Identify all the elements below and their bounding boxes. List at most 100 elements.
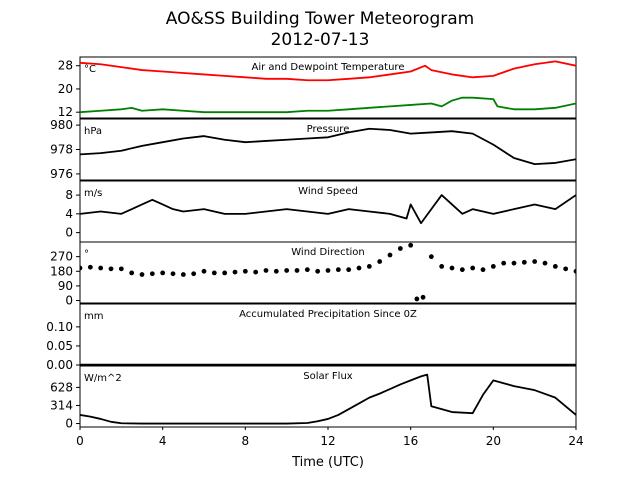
data-point	[118, 266, 124, 272]
data-point	[294, 268, 300, 273]
panel-title: Air and Dewpoint Temperature	[252, 62, 405, 73]
data-point	[532, 259, 538, 264]
y-tick-label: 20	[58, 82, 73, 96]
data-point	[366, 264, 372, 269]
panel-2: 0 4 8 Wind Speed m/s	[65, 180, 577, 245]
data-point	[542, 260, 548, 266]
x-tick-label: 24	[568, 434, 583, 448]
data-point	[191, 271, 197, 277]
y-tick-label: 0.05	[46, 339, 73, 353]
x-tick-label: 20	[486, 434, 501, 448]
data-point	[160, 270, 166, 276]
data-point	[490, 264, 496, 269]
series-line-0	[80, 127, 576, 166]
data-point	[211, 270, 217, 276]
panel-unit: m/s	[84, 188, 102, 199]
data-point	[201, 268, 207, 274]
data-point	[129, 270, 135, 276]
panel-4: 0.00 0.05 0.10 Accumulated Precipitation Si…	[46, 303, 577, 372]
data-point	[480, 267, 486, 273]
data-point	[315, 268, 321, 274]
data-point	[459, 267, 465, 273]
panel-series-group	[80, 242, 576, 302]
data-point	[356, 265, 362, 271]
data-point	[420, 294, 426, 300]
data-point	[222, 270, 228, 276]
data-point	[377, 259, 383, 264]
series-line-0	[80, 194, 576, 225]
data-point	[325, 268, 331, 273]
data-point	[346, 267, 352, 273]
panel-title: Pressure	[307, 124, 350, 135]
data-point	[253, 269, 259, 275]
x-tick-label: 16	[403, 434, 418, 448]
panel-title: Accumulated Precipitation Since 0Z	[239, 309, 417, 320]
panel-series-group	[80, 60, 576, 114]
y-tick-label: 314	[50, 398, 73, 412]
data-point	[87, 264, 93, 270]
y-tick-label: 976	[50, 167, 73, 181]
panel-unit: W/m^2	[84, 373, 122, 384]
series-line-0	[80, 60, 576, 82]
data-point	[170, 271, 176, 277]
panel-unit: mm	[84, 311, 103, 322]
panel-series-group	[80, 194, 576, 225]
data-point	[263, 268, 269, 273]
panel-unit: hPa	[84, 126, 102, 137]
data-point	[304, 267, 310, 273]
data-point	[511, 260, 517, 266]
figure-title-line1: AO&SS Building Tower Meteorogram	[166, 9, 474, 29]
panel-title: Wind Direction	[291, 247, 365, 258]
x-tick-label: 0	[76, 434, 84, 448]
panel-1: 976 978 980 Pressure hPa	[50, 118, 577, 183]
data-point	[149, 271, 155, 277]
panel-title: Solar Flux	[303, 371, 353, 382]
series-line-0	[80, 373, 576, 425]
data-point	[108, 266, 114, 272]
data-point	[408, 242, 414, 248]
panel-0: 12 20 28 Air and Dewpoint Temperature °C	[58, 56, 577, 121]
data-point	[232, 269, 238, 275]
data-point	[335, 267, 341, 273]
data-point	[573, 268, 576, 274]
data-point	[470, 265, 476, 271]
data-point	[439, 264, 445, 269]
data-point	[98, 265, 104, 271]
data-point	[552, 264, 558, 269]
y-tick-label: 28	[58, 59, 73, 73]
panel-unit: °	[84, 249, 89, 260]
figure-title-line2: 2012-07-13	[271, 30, 370, 50]
x-axis-label: Time (UTC)	[291, 455, 364, 470]
data-point	[242, 268, 248, 274]
y-tick-label: 180	[50, 264, 73, 278]
y-tick-label: 0	[65, 226, 73, 240]
panel-frame	[79, 118, 577, 181]
panel-title: Wind Speed	[298, 186, 358, 197]
x-tick-label: 4	[159, 434, 167, 448]
panel-series-group	[80, 373, 576, 425]
x-tick-label: 8	[242, 434, 250, 448]
data-point	[414, 296, 420, 302]
data-point	[449, 265, 455, 271]
y-tick-label: 0.10	[46, 320, 73, 334]
x-axis: 0 4 8 12 16 20 24	[76, 434, 583, 448]
y-tick-label: 628	[50, 380, 73, 394]
panel-frame	[79, 56, 577, 119]
panel-frame	[79, 180, 577, 243]
data-point	[397, 246, 403, 251]
data-point	[180, 272, 186, 277]
y-tick-label: 980	[50, 118, 73, 132]
y-tick-label: 4	[65, 207, 73, 221]
data-point	[273, 268, 279, 274]
data-point	[521, 259, 527, 265]
data-point	[80, 265, 83, 271]
y-tick-label: 978	[50, 143, 73, 157]
x-tick-label: 12	[320, 434, 335, 448]
y-tick-label: 90	[58, 279, 73, 293]
panel-series-group	[80, 127, 576, 166]
series-line-1	[80, 96, 576, 114]
data-point	[428, 254, 434, 260]
